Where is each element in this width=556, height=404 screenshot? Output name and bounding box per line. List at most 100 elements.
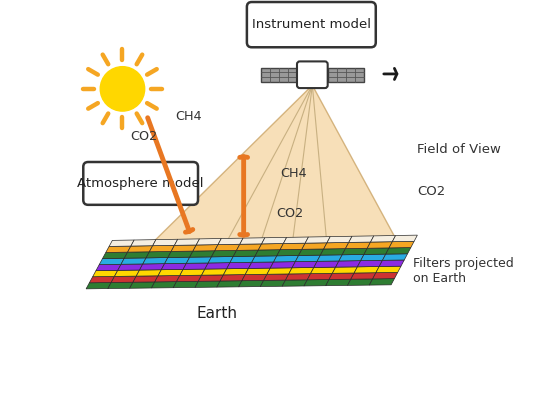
Polygon shape (267, 268, 292, 274)
Polygon shape (133, 276, 158, 282)
Polygon shape (125, 252, 150, 258)
Polygon shape (153, 239, 178, 246)
Polygon shape (195, 281, 220, 287)
Polygon shape (190, 251, 215, 257)
Polygon shape (373, 272, 398, 279)
Circle shape (100, 67, 145, 111)
Polygon shape (143, 257, 168, 264)
Polygon shape (115, 270, 140, 276)
Polygon shape (270, 262, 295, 268)
Polygon shape (376, 266, 401, 273)
Polygon shape (305, 237, 330, 243)
Polygon shape (358, 260, 383, 267)
Polygon shape (280, 243, 305, 250)
Polygon shape (108, 282, 133, 288)
Polygon shape (259, 244, 284, 250)
Polygon shape (173, 281, 198, 288)
Polygon shape (386, 248, 411, 254)
FancyBboxPatch shape (297, 61, 327, 88)
Polygon shape (233, 250, 259, 257)
Polygon shape (102, 252, 127, 259)
Polygon shape (205, 263, 230, 269)
Polygon shape (317, 255, 342, 261)
Polygon shape (284, 237, 309, 244)
Polygon shape (183, 263, 208, 269)
Polygon shape (289, 267, 314, 274)
Polygon shape (368, 242, 393, 248)
Polygon shape (196, 238, 221, 245)
Polygon shape (109, 240, 134, 246)
Polygon shape (304, 280, 329, 286)
Polygon shape (277, 249, 302, 256)
Polygon shape (345, 242, 370, 248)
Polygon shape (220, 275, 245, 281)
Polygon shape (295, 255, 320, 262)
Polygon shape (369, 279, 394, 285)
Text: CO2: CO2 (131, 130, 158, 143)
FancyBboxPatch shape (83, 162, 198, 205)
Polygon shape (140, 264, 165, 270)
Polygon shape (327, 236, 352, 243)
Polygon shape (326, 279, 351, 286)
Polygon shape (370, 236, 395, 242)
Polygon shape (215, 244, 240, 251)
Polygon shape (175, 239, 200, 245)
Polygon shape (307, 274, 332, 280)
Polygon shape (106, 246, 131, 252)
Polygon shape (332, 267, 358, 274)
FancyBboxPatch shape (247, 2, 376, 47)
Polygon shape (379, 260, 404, 267)
Polygon shape (99, 258, 125, 265)
Polygon shape (260, 280, 285, 286)
Text: Atmosphere model: Atmosphere model (77, 177, 204, 190)
Polygon shape (299, 249, 324, 255)
Polygon shape (324, 242, 349, 249)
Polygon shape (292, 261, 317, 268)
Polygon shape (198, 275, 224, 281)
Polygon shape (249, 262, 274, 268)
Polygon shape (302, 243, 327, 249)
Polygon shape (242, 274, 267, 281)
Polygon shape (252, 256, 277, 262)
Polygon shape (329, 273, 354, 280)
Polygon shape (143, 85, 403, 252)
Text: CH4: CH4 (175, 110, 202, 123)
Polygon shape (155, 276, 180, 282)
Text: Instrument model: Instrument model (252, 18, 371, 31)
Polygon shape (354, 267, 379, 273)
Polygon shape (285, 274, 311, 280)
Polygon shape (118, 264, 143, 270)
Polygon shape (239, 280, 264, 287)
Polygon shape (224, 268, 249, 275)
Text: Earth: Earth (197, 305, 238, 321)
Polygon shape (96, 264, 121, 271)
Polygon shape (161, 263, 186, 270)
Polygon shape (165, 257, 190, 264)
Polygon shape (255, 250, 280, 256)
Polygon shape (389, 241, 414, 248)
Polygon shape (348, 279, 373, 285)
Polygon shape (393, 235, 418, 242)
Polygon shape (202, 269, 227, 275)
Polygon shape (311, 267, 336, 274)
Polygon shape (383, 254, 408, 260)
Polygon shape (158, 269, 183, 276)
Polygon shape (186, 257, 211, 263)
Polygon shape (342, 248, 368, 255)
Polygon shape (282, 280, 307, 286)
Polygon shape (240, 238, 265, 244)
Polygon shape (86, 282, 111, 289)
Text: CH4: CH4 (280, 167, 307, 180)
Polygon shape (361, 254, 386, 261)
Polygon shape (320, 248, 345, 255)
FancyBboxPatch shape (261, 68, 296, 82)
Polygon shape (168, 251, 193, 257)
Polygon shape (121, 258, 146, 264)
Polygon shape (111, 276, 136, 282)
Polygon shape (208, 257, 233, 263)
Polygon shape (364, 248, 389, 255)
Polygon shape (264, 274, 289, 280)
Polygon shape (211, 250, 236, 257)
Polygon shape (349, 236, 374, 242)
Polygon shape (177, 275, 202, 282)
